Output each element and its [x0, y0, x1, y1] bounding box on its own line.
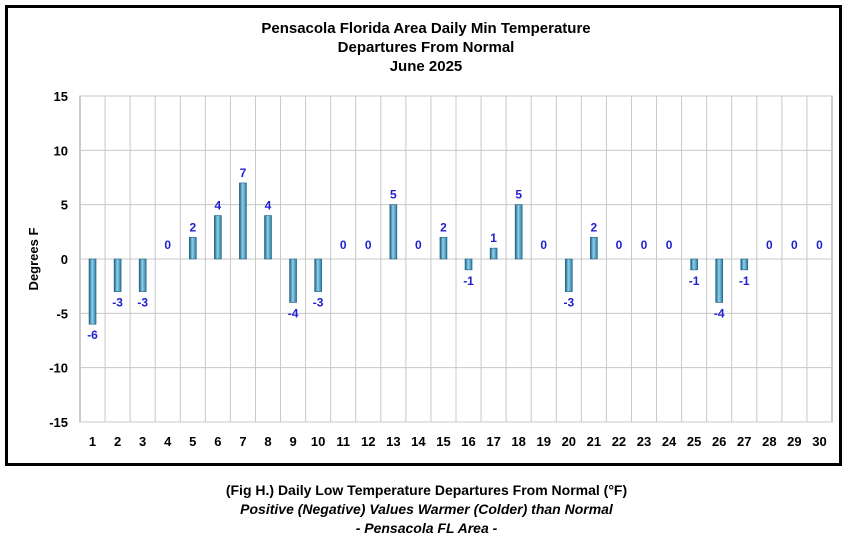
bar — [214, 216, 221, 259]
bar — [590, 237, 597, 259]
x-tick-label: 2 — [114, 434, 121, 449]
x-tick-label: 1 — [89, 434, 96, 449]
x-tick-label: 28 — [762, 434, 776, 449]
x-tick-label: 9 — [289, 434, 296, 449]
x-tick-label: 14 — [411, 434, 426, 449]
data-label: -4 — [714, 306, 725, 320]
y-tick-label: 10 — [54, 143, 68, 158]
chart-title-line-3: June 2025 — [390, 58, 463, 75]
data-label: 0 — [415, 238, 422, 252]
y-axis-label: Degrees F — [26, 228, 41, 291]
data-label: 0 — [816, 238, 823, 252]
x-tick-label: 29 — [787, 434, 801, 449]
caption-line-3: - Pensacola FL Area - — [0, 519, 853, 538]
data-label: 5 — [390, 188, 397, 202]
y-axis-ticks: 15 10 5 0 -5 -10 -15 — [49, 89, 68, 430]
x-tick-label: 16 — [461, 434, 475, 449]
data-label: 0 — [164, 238, 171, 252]
bar — [440, 237, 447, 259]
x-tick-label: 21 — [587, 434, 601, 449]
data-label: 2 — [440, 220, 447, 234]
x-tick-label: 26 — [712, 434, 726, 449]
x-tick-label: 15 — [436, 434, 450, 449]
x-tick-label: 24 — [662, 434, 677, 449]
data-label: 0 — [666, 238, 673, 252]
x-tick-label: 30 — [812, 434, 826, 449]
bar — [716, 259, 723, 302]
x-tick-label: 23 — [637, 434, 651, 449]
bar — [189, 237, 196, 259]
caption-line-2: Positive (Negative) Values Warmer (Colde… — [0, 500, 853, 519]
data-label: -1 — [463, 274, 474, 288]
x-tick-label: 13 — [386, 434, 400, 449]
bar — [239, 183, 246, 259]
bar — [465, 259, 472, 270]
data-label: 7 — [240, 166, 247, 180]
y-tick-label: 15 — [54, 89, 68, 104]
data-label: 0 — [616, 238, 623, 252]
data-label: 0 — [340, 238, 347, 252]
x-tick-label: 7 — [239, 434, 246, 449]
bar — [89, 259, 96, 324]
x-tick-label: 20 — [562, 434, 576, 449]
data-label: 4 — [265, 199, 272, 213]
data-label: -6 — [87, 328, 98, 342]
data-label: -1 — [689, 274, 700, 288]
data-label: 2 — [189, 220, 196, 234]
data-label: -3 — [112, 296, 123, 310]
chart-title-line-1: Pensacola Florida Area Daily Min Tempera… — [261, 20, 590, 37]
bar — [290, 259, 297, 302]
caption-line-1: (Fig H.) Daily Low Temperature Departure… — [0, 481, 853, 500]
data-label: -3 — [137, 296, 148, 310]
data-label: -4 — [288, 306, 299, 320]
x-tick-label: 5 — [189, 434, 196, 449]
data-label: 0 — [791, 238, 798, 252]
data-label: -3 — [563, 296, 574, 310]
y-tick-label: 5 — [61, 198, 68, 213]
y-tick-label: -15 — [49, 415, 68, 430]
x-tick-label: 4 — [164, 434, 172, 449]
x-tick-label: 8 — [264, 434, 271, 449]
chart-title-line-2: Departures From Normal — [338, 39, 515, 56]
figure-caption: (Fig H.) Daily Low Temperature Departure… — [0, 481, 853, 538]
data-label: 2 — [591, 220, 598, 234]
data-label: 1 — [490, 231, 497, 245]
x-tick-label: 17 — [486, 434, 500, 449]
data-label: 0 — [365, 238, 372, 252]
data-label: 0 — [766, 238, 773, 252]
bar — [390, 205, 397, 259]
x-tick-label: 10 — [311, 434, 325, 449]
data-label: -3 — [313, 296, 324, 310]
x-tick-label: 6 — [214, 434, 221, 449]
y-tick-label: 0 — [61, 252, 68, 267]
x-tick-label: 11 — [336, 434, 350, 449]
x-axis-ticks: 1 2 3 4 5 6 7 8 9 10 11 12 13 14 15 16 17 18 19 20 21 22 23 24 2… — [89, 434, 827, 449]
data-label: 5 — [515, 188, 522, 202]
y-tick-label: -5 — [56, 306, 68, 321]
bar — [490, 248, 497, 259]
bar — [114, 259, 121, 292]
bar — [565, 259, 572, 292]
bar — [265, 216, 272, 259]
x-tick-label: 18 — [511, 434, 525, 449]
x-tick-label: 3 — [139, 434, 146, 449]
chart-svg: Pensacola Florida Area Daily Min Tempera… — [0, 0, 853, 478]
x-tick-label: 19 — [536, 434, 550, 449]
bar — [139, 259, 146, 292]
data-label: 0 — [540, 238, 547, 252]
data-label: 4 — [215, 199, 222, 213]
x-tick-label: 25 — [687, 434, 701, 449]
bar — [515, 205, 522, 259]
x-tick-label: 12 — [361, 434, 375, 449]
bar — [741, 259, 748, 270]
y-tick-label: -10 — [49, 361, 68, 376]
x-tick-label: 27 — [737, 434, 751, 449]
bar — [691, 259, 698, 270]
data-label: 0 — [641, 238, 648, 252]
bar — [315, 259, 322, 292]
data-label: -1 — [739, 274, 750, 288]
x-tick-label: 22 — [612, 434, 626, 449]
